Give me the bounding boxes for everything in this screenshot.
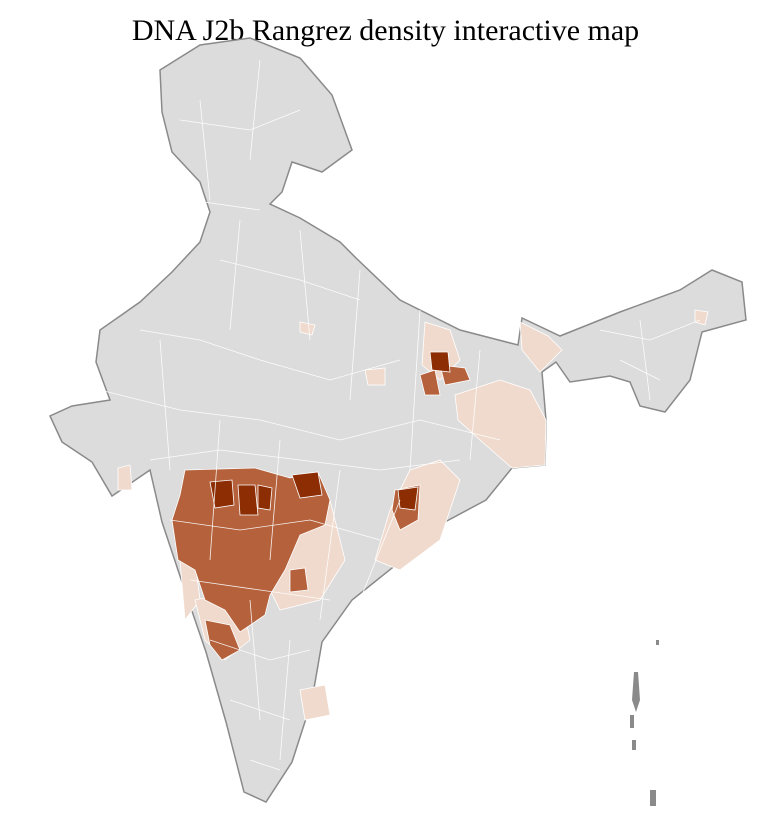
high-density-district[interactable] [209, 479, 235, 509]
high-density-regions[interactable] [209, 351, 451, 516]
low-density-district[interactable] [454, 379, 547, 469]
high-density-district[interactable] [237, 484, 259, 516]
andaman-islands [630, 640, 659, 806]
low-density-district[interactable] [299, 684, 331, 721]
low-density-district[interactable] [364, 367, 386, 386]
low-density-district[interactable] [299, 321, 316, 336]
high-density-district[interactable] [429, 351, 451, 373]
high-density-district[interactable] [291, 471, 323, 499]
medium-density-district[interactable] [419, 369, 441, 396]
india-outline[interactable] [49, 37, 747, 803]
low-density-district[interactable] [694, 309, 709, 326]
high-density-district[interactable] [397, 486, 419, 511]
low-density-district[interactable] [117, 464, 133, 491]
medium-density-district[interactable] [289, 567, 309, 593]
high-density-district[interactable] [257, 484, 273, 511]
low-density-district[interactable] [519, 321, 563, 373]
map-title: DNA J2b Rangrez density interactive map [131, 14, 640, 47]
district-borders [99, 59, 701, 771]
medium-density-district[interactable] [204, 619, 241, 661]
